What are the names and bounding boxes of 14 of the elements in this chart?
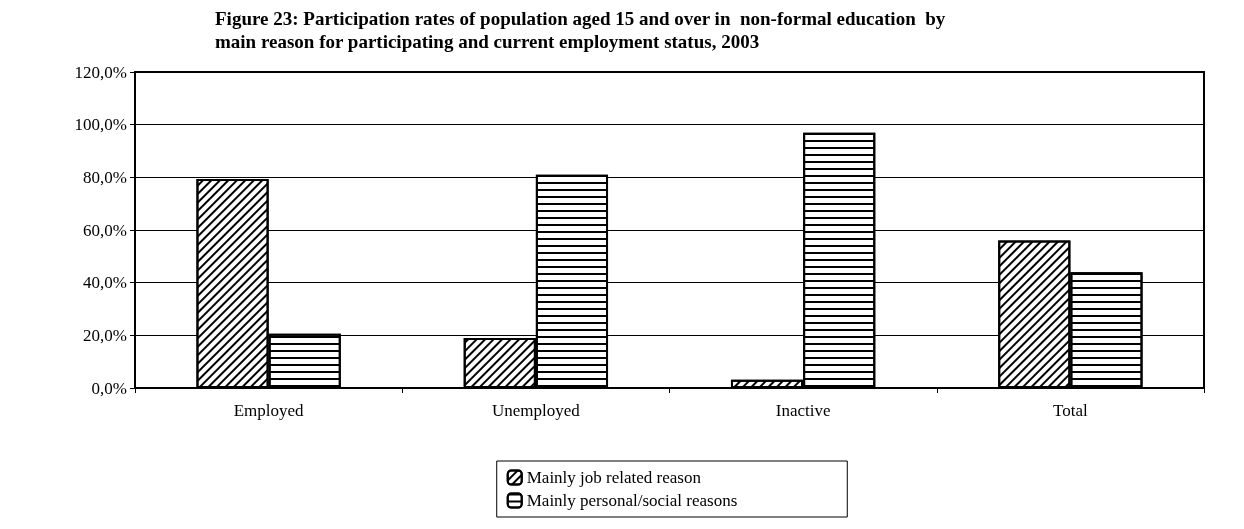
y-tick-label: 80,0%	[83, 167, 127, 187]
legend-label: Mainly job related reason	[526, 468, 702, 487]
y-tick-label: 0,0%	[91, 378, 127, 398]
y-tick-label: 40,0%	[83, 273, 127, 293]
chart-title: Figure 23: Participation rates of population aged 15 and over in non-formal education by main reason for participating and current employment status, 2003	[215, 8, 951, 52]
x-tick-label: Unemployed	[491, 401, 581, 420]
y-tick-label: 60,0%	[83, 220, 127, 240]
x-tick-label: Employed	[233, 401, 305, 420]
y-tick-label: 120,0%	[74, 62, 127, 82]
y-tick-label: 20,0%	[83, 325, 127, 345]
x-tick-label: Inactive	[775, 401, 831, 420]
y-tick-label: 100,0%	[74, 115, 127, 135]
x-tick-label: Total	[1053, 401, 1088, 420]
legend-label: Mainly personal/social reasons	[526, 491, 738, 510]
